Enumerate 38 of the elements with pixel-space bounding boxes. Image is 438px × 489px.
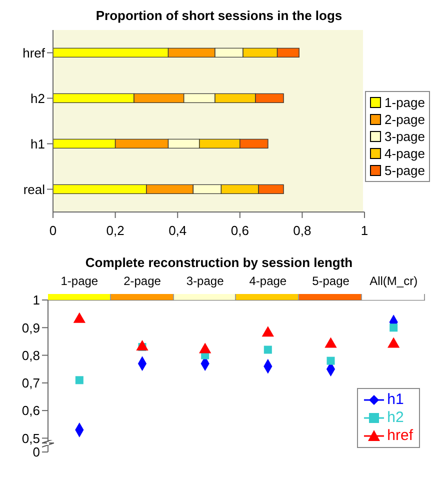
- x-tick-label: 0: [49, 223, 57, 238]
- legend-label: 2-page: [384, 110, 425, 128]
- y-tick-label: href: [22, 45, 46, 60]
- x-tick-label: 2-page: [124, 274, 162, 288]
- x-tick-label: 0,4: [168, 223, 187, 238]
- y-tick-label: 0,6: [22, 403, 40, 418]
- y-tick-label: h1: [30, 136, 45, 152]
- x-tick-label: 0,2: [106, 223, 124, 238]
- x-tick-label: 0,6: [230, 223, 249, 238]
- y-tick-label: 0,9: [22, 320, 40, 336]
- x-tick-label: 3-page: [186, 274, 224, 288]
- legend-label: 1-page: [384, 94, 425, 110]
- point: [75, 376, 84, 384]
- x-tick-label: 0,8: [293, 223, 312, 238]
- y-tick-label: 0,8: [22, 348, 40, 363]
- x-tick-label: 1: [360, 223, 368, 238]
- legend-label: h1: [387, 391, 404, 409]
- legend-label: 4-page: [384, 144, 425, 162]
- y-tick-label: 0,7: [22, 376, 40, 391]
- point: [262, 326, 274, 337]
- point: [390, 324, 398, 332]
- y-tick-label: h2: [30, 90, 45, 106]
- chart-title: Complete reconstruction by session length: [84, 255, 354, 270]
- y-tick-label: 0,5: [22, 430, 40, 446]
- x-tick-label: 4-page: [249, 274, 287, 288]
- y-tick-label: 0: [32, 444, 40, 460]
- text: 3-page: [384, 128, 425, 144]
- y-tick-label: real: [23, 182, 46, 197]
- x-tick-label: 1-page: [60, 274, 98, 288]
- chart-title: Proportion of short sessions in the logs: [94, 8, 344, 23]
- legend-label: href: [387, 427, 413, 445]
- legend-label: 5-page: [384, 162, 425, 178]
- x-tick-label: 5-page: [312, 274, 350, 288]
- legend-label: h2: [387, 409, 404, 427]
- point: [326, 356, 335, 365]
- y-tick-label: 1: [32, 292, 40, 308]
- point: [264, 346, 272, 354]
- x-tick-label: All(M_cr): [370, 274, 418, 288]
